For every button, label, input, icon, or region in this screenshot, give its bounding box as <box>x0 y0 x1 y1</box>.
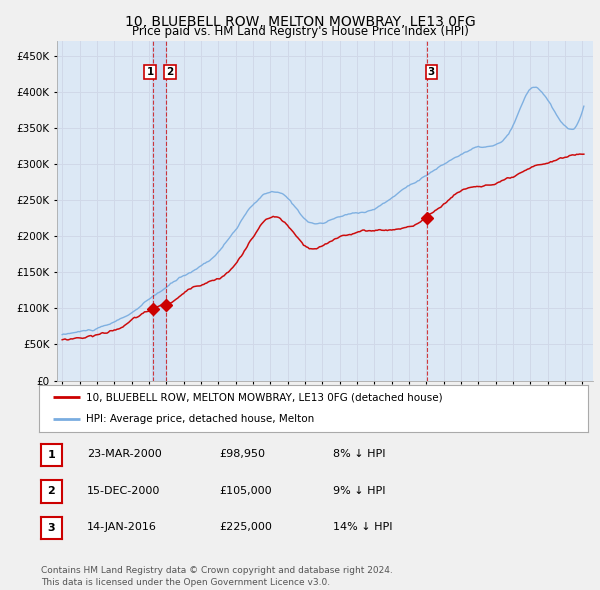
Text: 2: 2 <box>47 487 55 496</box>
Text: 2: 2 <box>166 67 173 77</box>
Text: 1: 1 <box>146 67 154 77</box>
Text: 14% ↓ HPI: 14% ↓ HPI <box>333 523 392 532</box>
Text: 1: 1 <box>47 450 55 460</box>
Text: 3: 3 <box>428 67 435 77</box>
Text: £225,000: £225,000 <box>219 523 272 532</box>
Text: 9% ↓ HPI: 9% ↓ HPI <box>333 486 386 496</box>
Bar <box>152 41 166 381</box>
Text: 3: 3 <box>47 523 55 533</box>
Text: 23-MAR-2000: 23-MAR-2000 <box>87 450 162 459</box>
Text: 14-JAN-2016: 14-JAN-2016 <box>87 523 157 532</box>
Text: 8% ↓ HPI: 8% ↓ HPI <box>333 450 386 459</box>
Text: 10, BLUEBELL ROW, MELTON MOWBRAY, LE13 0FG (detached house): 10, BLUEBELL ROW, MELTON MOWBRAY, LE13 0… <box>86 392 442 402</box>
Text: Price paid vs. HM Land Registry's House Price Index (HPI): Price paid vs. HM Land Registry's House … <box>131 25 469 38</box>
Text: 15-DEC-2000: 15-DEC-2000 <box>87 486 160 496</box>
Text: £105,000: £105,000 <box>219 486 272 496</box>
Text: 10, BLUEBELL ROW, MELTON MOWBRAY, LE13 0FG: 10, BLUEBELL ROW, MELTON MOWBRAY, LE13 0… <box>125 15 475 29</box>
Text: £98,950: £98,950 <box>219 450 265 459</box>
Text: HPI: Average price, detached house, Melton: HPI: Average price, detached house, Melt… <box>86 414 314 424</box>
Text: Contains HM Land Registry data © Crown copyright and database right 2024.
This d: Contains HM Land Registry data © Crown c… <box>41 566 392 587</box>
